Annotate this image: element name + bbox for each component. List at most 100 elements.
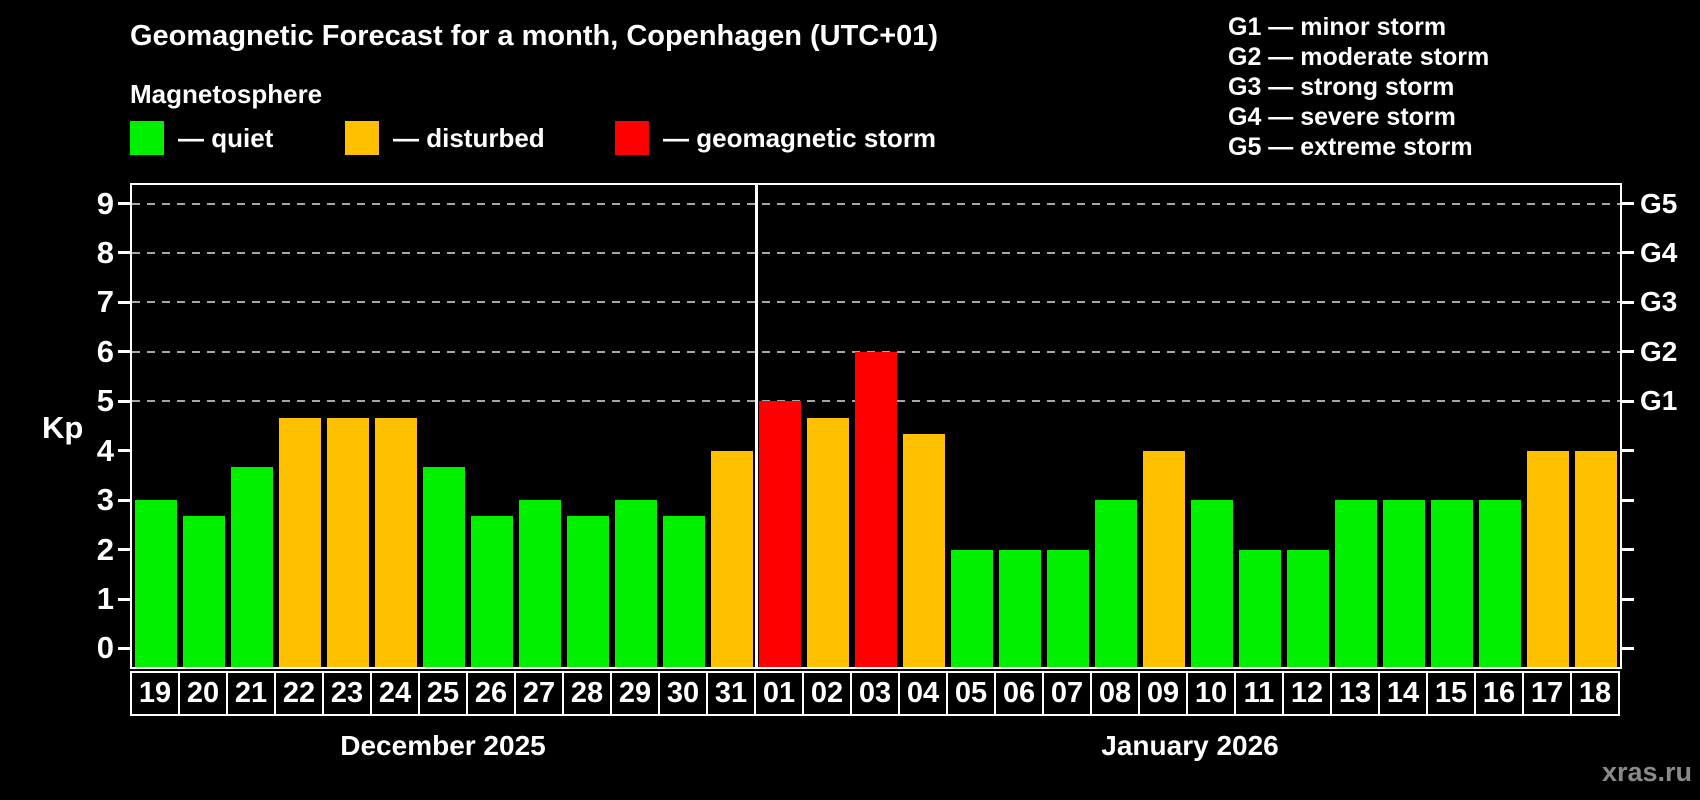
y-tick-right-9: [1622, 202, 1634, 206]
kp-bar-day-23: [327, 417, 369, 667]
date-cell-22: 22: [274, 671, 324, 716]
date-cell-06: 06: [994, 671, 1044, 716]
kp-bar-day-12: [1287, 549, 1329, 667]
y-tick-right-2: [1622, 548, 1634, 552]
y-tick-label-6: 6: [96, 333, 114, 369]
date-cell-29: 29: [610, 671, 660, 716]
y-tick-label-9: 9: [96, 185, 114, 221]
date-cell-02: 02: [802, 671, 852, 716]
month-label-january: January 2026: [1101, 730, 1279, 761]
date-cell-16: 16: [1474, 671, 1524, 716]
kp-bar-day-05: [951, 549, 993, 667]
legend-item-disturbed: — disturbed: [345, 121, 545, 155]
kp-bar-day-09: [1143, 450, 1185, 667]
magnetosphere-label: Magnetosphere: [130, 79, 323, 109]
y-tick-left-8: [118, 251, 130, 255]
date-cell-13: 13: [1330, 671, 1380, 716]
kp-bar-day-08: [1095, 500, 1137, 667]
y-tick-label-7: 7: [96, 284, 114, 320]
storm-color-swatch: [615, 121, 649, 155]
kp-bar-day-01: [759, 401, 801, 667]
y-tick-right-5: [1622, 399, 1634, 403]
y-tick-right-1: [1622, 597, 1634, 601]
date-cell-11: 11: [1234, 671, 1284, 716]
month-label-december: December 2025: [340, 730, 546, 761]
date-cell-23: 23: [322, 671, 372, 716]
date-cell-01: 01: [754, 671, 804, 716]
y-tick-left-3: [118, 498, 130, 502]
kp-bar-day-22: [279, 417, 321, 667]
kp-bar-day-03: [855, 351, 897, 667]
date-cell-30: 30: [658, 671, 708, 716]
gridline-kp8: [132, 251, 1620, 254]
date-cell-12: 12: [1282, 671, 1332, 716]
y-tick-label-0: 0: [96, 630, 114, 666]
date-cell-20: 20: [178, 671, 228, 716]
kp-bar-day-11: [1239, 549, 1281, 667]
date-cell-10: 10: [1186, 671, 1236, 716]
kp-bar-day-14: [1383, 500, 1425, 667]
date-cell-14: 14: [1378, 671, 1428, 716]
kp-bar-day-07: [1047, 549, 1089, 667]
legend-item-storm: — geomagnetic storm: [615, 121, 936, 155]
date-cell-26: 26: [466, 671, 516, 716]
y-tick-right-6: [1622, 350, 1634, 354]
date-cell-25: 25: [418, 671, 468, 716]
kp-bar-day-19: [135, 500, 177, 667]
kp-bar-day-15: [1431, 500, 1473, 667]
g-level-label-g5: G5: [1640, 187, 1678, 219]
date-cell-08: 08: [1090, 671, 1140, 716]
y-tick-left-5: [118, 399, 130, 403]
kp-bar-day-24: [375, 417, 417, 667]
y-tick-right-8: [1622, 251, 1634, 255]
kp-bar-day-20: [183, 516, 225, 667]
kp-bar-day-21: [231, 467, 273, 667]
y-tick-left-9: [118, 202, 130, 206]
gridline-kp9: [132, 202, 1620, 205]
disturbed-color-swatch: [345, 121, 379, 155]
y-tick-right-0: [1622, 646, 1634, 650]
kp-bar-day-31: [711, 450, 753, 667]
y-tick-right-4: [1622, 449, 1634, 453]
legend-label-quiet: — quiet: [178, 122, 274, 153]
kp-bar-day-26: [471, 516, 513, 667]
g-level-label-g2: G2: [1640, 335, 1678, 367]
gridline-kp7: [132, 301, 1620, 304]
y-axis-title: Kp: [42, 410, 84, 445]
y-tick-label-5: 5: [96, 383, 114, 419]
y-tick-right-7: [1622, 300, 1634, 304]
kp-bar-day-13: [1335, 500, 1377, 667]
g-legend-line-g4: G4 — severe storm: [1228, 103, 1456, 131]
legend-item-quiet: — quiet: [130, 121, 273, 155]
kp-bar-day-10: [1191, 500, 1233, 667]
legend-label-disturbed: — disturbed: [393, 122, 545, 153]
month-divider: [754, 185, 758, 667]
date-cell-28: 28: [562, 671, 612, 716]
kp-bar-day-04: [903, 434, 945, 667]
date-cell-31: 31: [706, 671, 756, 716]
y-tick-right-3: [1622, 498, 1634, 502]
g-legend-line-g3: G3 — strong storm: [1228, 73, 1455, 101]
date-cell-15: 15: [1426, 671, 1476, 716]
kp-bar-day-29: [615, 500, 657, 667]
kp-bar-day-02: [807, 417, 849, 667]
g-level-label-g1: G1: [1640, 385, 1678, 417]
y-tick-label-2: 2: [96, 531, 114, 567]
date-cell-18: 18: [1570, 671, 1620, 716]
g-legend-line-g5: G5 — extreme storm: [1228, 133, 1473, 161]
y-tick-label-1: 1: [96, 581, 114, 617]
kp-bar-day-06: [999, 549, 1041, 667]
kp-bar-day-30: [663, 516, 705, 667]
kp-bar-day-25: [423, 467, 465, 667]
y-tick-left-2: [118, 548, 130, 552]
g-level-label-g4: G4: [1640, 236, 1678, 268]
kp-bar-day-17: [1527, 450, 1569, 667]
g-legend-line-g2: G2 — moderate storm: [1228, 43, 1490, 71]
y-tick-left-4: [118, 449, 130, 453]
y-tick-left-6: [118, 350, 130, 354]
y-tick-label-8: 8: [96, 234, 114, 270]
date-cell-19: 19: [130, 671, 180, 716]
y-tick-left-0: [118, 646, 130, 650]
date-cell-24: 24: [370, 671, 420, 716]
y-tick-left-7: [118, 300, 130, 304]
